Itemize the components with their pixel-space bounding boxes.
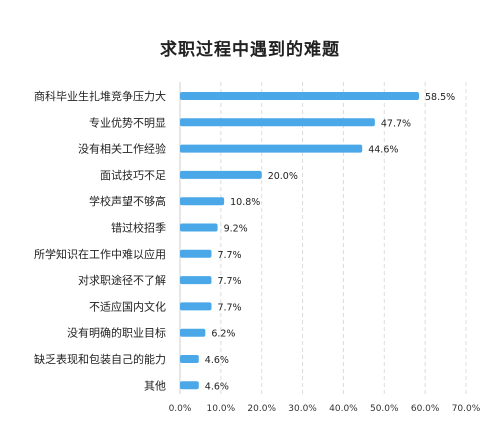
value-label: 6.2% bbox=[211, 329, 235, 340]
x-tick-label: 60.0% bbox=[411, 404, 440, 414]
x-tick-label: 10.0% bbox=[207, 404, 236, 414]
bar bbox=[180, 92, 420, 100]
category-label: 不适应国内文化 bbox=[89, 299, 166, 313]
bar bbox=[180, 381, 199, 390]
value-labels: 58.5% 47.7% 44.6% 20.0% 10.8% 9.2% 7.7% 7.7% 7.7… bbox=[205, 92, 455, 392]
x-tick-labels: 0.0% 10.0% 20.0% 30.0% 40.0% 50.0% 60.0% 70.0% bbox=[169, 404, 481, 414]
category-label: 专业优势不明显 bbox=[89, 115, 166, 129]
bar bbox=[180, 144, 363, 153]
category-label: 没有明确的职业目标 bbox=[67, 326, 166, 340]
bar bbox=[180, 328, 206, 337]
value-label: 7.7% bbox=[217, 250, 241, 261]
category-label: 错过校招季 bbox=[111, 221, 166, 235]
category-label: 商科毕业生扎堆竞争压力大 bbox=[34, 89, 166, 103]
category-label: 学校声望不够高 bbox=[89, 194, 166, 208]
value-label: 7.7% bbox=[217, 302, 241, 313]
value-label: 20.0% bbox=[268, 171, 298, 182]
category-label: 面试技巧不足 bbox=[100, 169, 166, 182]
value-label: 4.6% bbox=[205, 381, 229, 392]
bar bbox=[180, 249, 212, 258]
x-tick-label: 50.0% bbox=[370, 404, 399, 414]
x-tick-label: 40.0% bbox=[329, 404, 358, 414]
grid-lines bbox=[179, 82, 467, 394]
x-tick-label: 20.0% bbox=[247, 404, 276, 414]
category-label: 所学知识在工作中难以应用 bbox=[34, 247, 166, 261]
category-label: 对求职途径不了解 bbox=[78, 273, 166, 287]
value-label: 4.6% bbox=[205, 355, 229, 366]
value-label: 44.6% bbox=[368, 145, 398, 156]
x-tick-label: 70.0% bbox=[452, 404, 481, 414]
value-label: 9.2% bbox=[224, 224, 248, 235]
bar bbox=[180, 118, 375, 127]
bar bbox=[180, 197, 225, 206]
bars bbox=[180, 92, 420, 390]
value-label: 58.5% bbox=[425, 92, 455, 103]
x-tick-label: 30.0% bbox=[288, 404, 317, 414]
category-labels: 商科毕业生扎堆竞争压力大专业优势不明显没有相关工作经验面试技巧不足学校声望不够高… bbox=[34, 89, 166, 392]
bar bbox=[180, 302, 212, 311]
category-label: 其他 bbox=[144, 379, 166, 392]
value-label: 47.7% bbox=[381, 118, 411, 129]
bar bbox=[180, 223, 218, 232]
category-label: 没有相关工作经验 bbox=[78, 142, 166, 156]
value-label: 10.8% bbox=[230, 197, 260, 208]
x-tick-label: 0.0% bbox=[169, 404, 192, 414]
category-label: 缺乏表现和包装自己的能力 bbox=[34, 352, 166, 366]
bar bbox=[180, 276, 212, 285]
bar bbox=[180, 170, 262, 179]
bar bbox=[180, 355, 199, 363]
chart-title: 求职过程中遇到的难题 bbox=[160, 40, 340, 60]
value-label: 7.7% bbox=[217, 276, 241, 287]
